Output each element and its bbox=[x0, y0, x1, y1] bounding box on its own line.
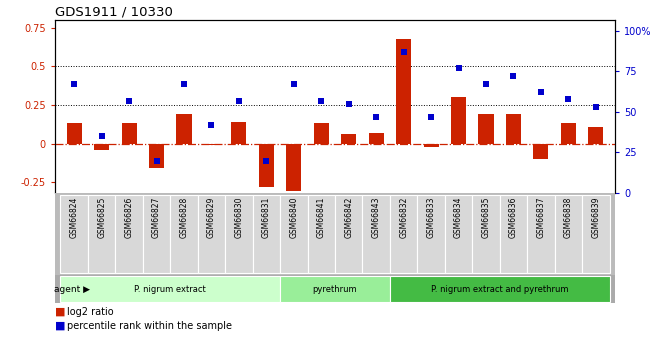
Bar bbox=[445, 195, 473, 273]
Point bbox=[481, 81, 491, 87]
Text: GSM66839: GSM66839 bbox=[592, 196, 601, 238]
Point bbox=[316, 98, 326, 103]
Bar bbox=[582, 195, 610, 273]
Bar bbox=[500, 195, 527, 273]
Text: GSM66838: GSM66838 bbox=[564, 196, 573, 238]
Bar bbox=[588, 127, 603, 144]
Point bbox=[426, 114, 436, 119]
Bar bbox=[259, 144, 274, 187]
Point bbox=[371, 114, 382, 119]
Bar bbox=[363, 195, 390, 273]
Point bbox=[96, 134, 107, 139]
Bar bbox=[561, 124, 576, 144]
Bar bbox=[88, 195, 116, 273]
Text: ■: ■ bbox=[55, 321, 66, 331]
Bar bbox=[225, 195, 253, 273]
Bar bbox=[506, 114, 521, 144]
Point bbox=[563, 96, 573, 102]
Text: GSM66829: GSM66829 bbox=[207, 196, 216, 238]
Text: GSM66835: GSM66835 bbox=[482, 196, 491, 238]
Text: P. nigrum extract: P. nigrum extract bbox=[135, 285, 206, 294]
Bar bbox=[122, 124, 136, 144]
Point bbox=[289, 81, 299, 87]
Bar bbox=[335, 195, 363, 273]
Bar bbox=[314, 124, 329, 144]
Point bbox=[151, 158, 162, 163]
Bar bbox=[60, 276, 280, 302]
Text: pyrethrum: pyrethrum bbox=[313, 285, 358, 294]
Bar bbox=[390, 195, 417, 273]
Bar bbox=[424, 144, 439, 147]
Text: P. nigrum extract and pyrethrum: P. nigrum extract and pyrethrum bbox=[431, 285, 569, 294]
Bar bbox=[417, 195, 445, 273]
Bar bbox=[396, 39, 411, 144]
Bar bbox=[253, 195, 280, 273]
Text: GSM66824: GSM66824 bbox=[70, 196, 79, 238]
Text: GSM66837: GSM66837 bbox=[536, 196, 545, 238]
Text: GSM66825: GSM66825 bbox=[97, 196, 106, 238]
Bar bbox=[198, 195, 225, 273]
Bar bbox=[280, 195, 307, 273]
Text: GSM66830: GSM66830 bbox=[235, 196, 243, 238]
Bar bbox=[116, 195, 143, 273]
Text: GSM66832: GSM66832 bbox=[399, 196, 408, 238]
Point bbox=[69, 81, 79, 87]
Bar bbox=[67, 124, 82, 144]
Bar bbox=[143, 195, 170, 273]
Bar bbox=[473, 195, 500, 273]
Bar bbox=[231, 122, 246, 144]
Text: GSM66842: GSM66842 bbox=[344, 196, 353, 238]
Bar bbox=[390, 276, 610, 302]
Bar bbox=[94, 144, 109, 150]
Point bbox=[344, 101, 354, 107]
Point bbox=[508, 73, 519, 79]
Bar bbox=[369, 133, 383, 144]
Text: ■: ■ bbox=[55, 307, 66, 317]
Bar bbox=[554, 195, 582, 273]
Text: GSM66841: GSM66841 bbox=[317, 196, 326, 238]
Text: GSM66831: GSM66831 bbox=[262, 196, 271, 238]
Point bbox=[124, 98, 135, 103]
Bar bbox=[478, 114, 493, 144]
Point bbox=[261, 158, 272, 163]
Point bbox=[591, 104, 601, 110]
Text: GSM66834: GSM66834 bbox=[454, 196, 463, 238]
Text: agent ▶: agent ▶ bbox=[55, 285, 90, 294]
Bar bbox=[170, 195, 198, 273]
Text: log2 ratio: log2 ratio bbox=[67, 307, 114, 317]
Bar bbox=[204, 144, 219, 145]
Text: GSM66840: GSM66840 bbox=[289, 196, 298, 238]
Text: percentile rank within the sample: percentile rank within the sample bbox=[67, 321, 232, 331]
Bar bbox=[527, 195, 554, 273]
Bar bbox=[534, 144, 549, 159]
Bar bbox=[286, 144, 302, 191]
Bar bbox=[176, 114, 192, 144]
Text: GSM66828: GSM66828 bbox=[179, 196, 188, 237]
Text: GSM66836: GSM66836 bbox=[509, 196, 518, 238]
Text: GSM66843: GSM66843 bbox=[372, 196, 381, 238]
Bar bbox=[451, 97, 466, 144]
Point bbox=[179, 81, 189, 87]
Point bbox=[536, 90, 546, 95]
Point bbox=[453, 65, 463, 71]
Point bbox=[206, 122, 216, 128]
Text: GDS1911 / 10330: GDS1911 / 10330 bbox=[55, 6, 173, 19]
Point bbox=[398, 49, 409, 55]
Bar bbox=[60, 195, 88, 273]
Point bbox=[234, 98, 244, 103]
Bar bbox=[307, 195, 335, 273]
Bar bbox=[341, 134, 356, 144]
Text: GSM66833: GSM66833 bbox=[426, 196, 436, 238]
Bar bbox=[149, 144, 164, 168]
Text: GSM66827: GSM66827 bbox=[152, 196, 161, 238]
Text: GSM66826: GSM66826 bbox=[125, 196, 134, 238]
Bar bbox=[280, 276, 390, 302]
